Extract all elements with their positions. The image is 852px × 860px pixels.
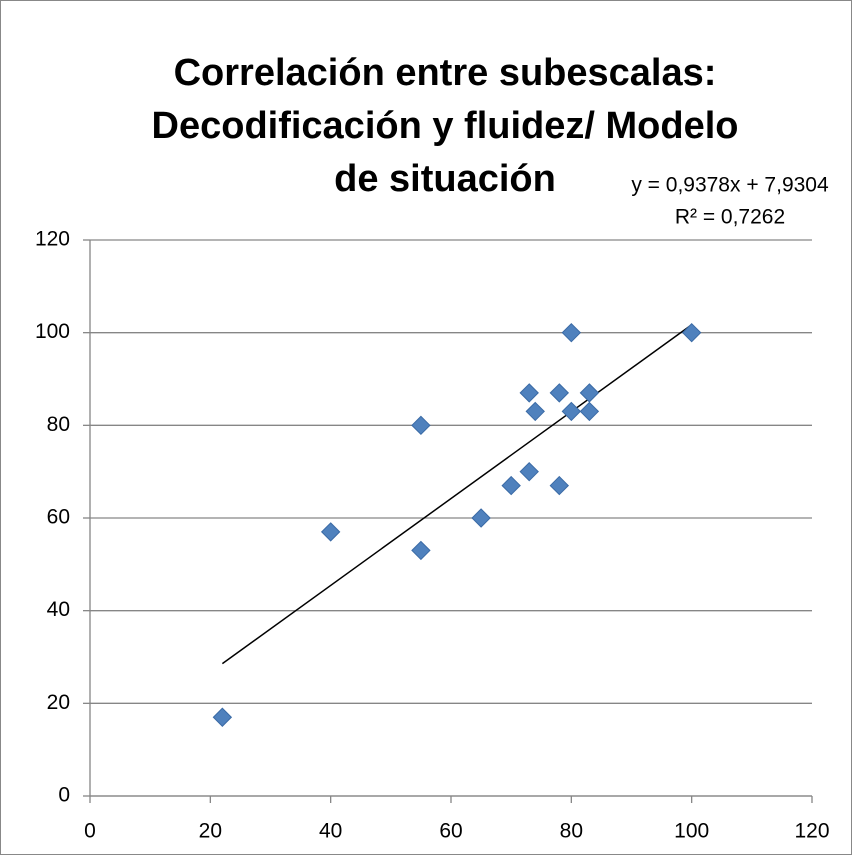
x-tick-label: 20 <box>199 820 222 843</box>
x-tick-label: 0 <box>84 820 96 843</box>
y-tick-label: 0 <box>58 784 70 807</box>
trendline <box>221 324 693 665</box>
scatter-point <box>411 540 431 561</box>
y-tick-label: 100 <box>35 320 70 343</box>
y-tick-label: 20 <box>47 691 70 714</box>
scatter-point <box>411 415 431 436</box>
x-tick-label: 80 <box>560 820 583 843</box>
x-tick-label: 120 <box>794 820 829 843</box>
x-tick-label: 60 <box>439 820 462 843</box>
scatter-point <box>579 401 600 422</box>
trendline-equation: y = 0,9378x + 7,9304 <box>631 174 829 197</box>
scatter-point <box>519 383 539 403</box>
y-tick-label: 60 <box>47 506 70 529</box>
y-tick-label: 80 <box>47 413 70 436</box>
scatter-point <box>212 707 233 727</box>
x-tick-label: 100 <box>674 820 709 843</box>
scatter-point <box>549 475 570 496</box>
chart-title: Correlación entre subescalas: <box>174 52 717 94</box>
scatter-point <box>519 461 539 482</box>
scatter-point <box>561 401 582 422</box>
y-tick-label: 40 <box>47 598 70 621</box>
scatter-point <box>561 322 582 343</box>
scatter-point <box>501 475 521 496</box>
y-tick-label: 120 <box>35 228 70 251</box>
x-tick-label: 40 <box>319 820 342 843</box>
scatter-point <box>320 522 341 542</box>
chart-title: Decodificación y fluidez/ Modelo <box>152 105 739 147</box>
scatter-point <box>681 322 702 343</box>
scatter-point <box>549 383 570 403</box>
scatter-point <box>525 401 545 422</box>
trendline-r2: R² = 0,7262 <box>675 206 785 229</box>
scatter-point <box>471 508 491 528</box>
chart-title: de situación <box>334 158 556 200</box>
